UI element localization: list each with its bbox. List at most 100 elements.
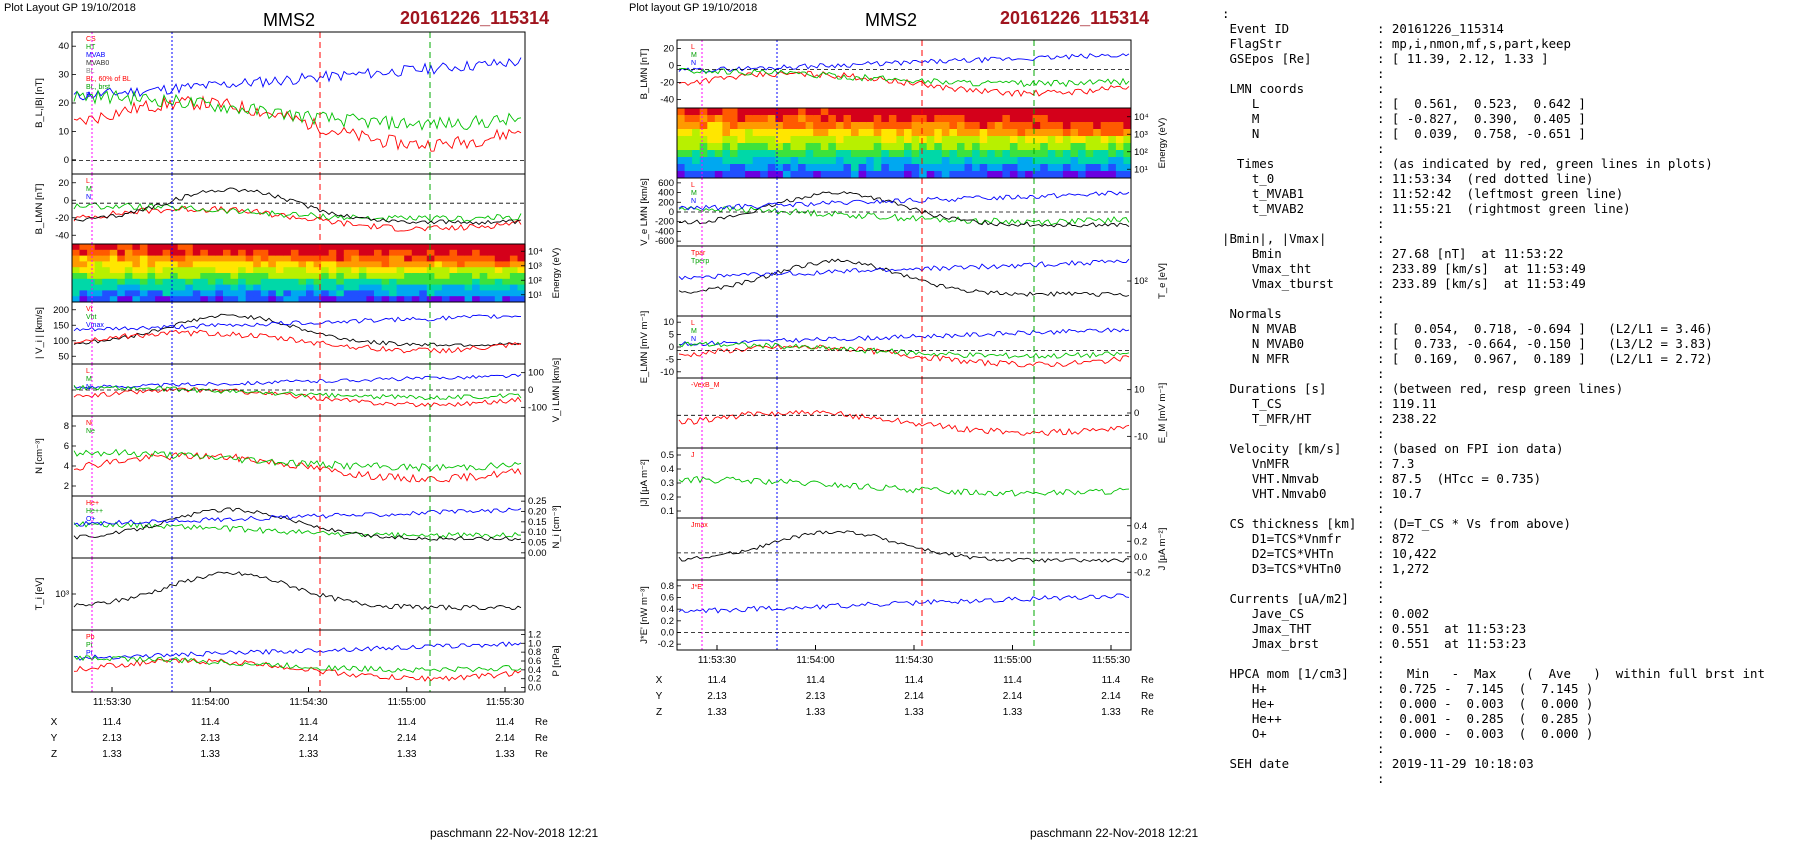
info-row: L: [ 0.561, 0.523, 0.642 ] <box>1222 96 1802 111</box>
info-row: : <box>1222 6 1802 21</box>
position-value: 2.13 <box>707 691 727 702</box>
y-tick-label: 0.1 <box>661 506 674 517</box>
x-tick-label: 11:54:00 <box>191 697 230 708</box>
position-value: 1.33 <box>806 707 826 718</box>
y-tick-label: 0 <box>64 195 69 206</box>
trace-MVAB <box>73 89 522 131</box>
legend-entry: Vht <box>86 314 97 321</box>
info-row: HPCA mom [1/cm3]: Min - Max ( Ave ) with… <box>1222 666 1802 681</box>
info-row: Normals: <box>1222 306 1802 321</box>
trace-Tperp <box>678 258 1130 281</box>
info-key: Vmax_tht <box>1222 261 1312 276</box>
position-value: 1.33 <box>299 749 319 760</box>
position-value: 2.14 <box>904 691 924 702</box>
info-key: D2=TCS*VHTn <box>1222 546 1334 561</box>
y-tick-label: -40 <box>55 230 69 241</box>
info-value: : 872 <box>1377 531 1415 546</box>
position-unit: Re <box>1141 675 1154 686</box>
info-value: : <box>1377 306 1385 321</box>
position-value: 11.4 <box>806 675 825 686</box>
x-tick-label: 11:53:30 <box>93 697 132 708</box>
panel-frame <box>71 629 526 693</box>
position-value: 1.33 <box>495 749 515 760</box>
panel-Nhpca: He+He++O+ 0.000.050.100.150.200.25 N_i [cm… <box>71 495 562 559</box>
trace-Pt <box>73 655 522 673</box>
info-row: : <box>1222 426 1802 441</box>
y-tick-label: 4 <box>64 461 69 472</box>
trace-N <box>678 67 1130 88</box>
panel-frame <box>676 447 1132 519</box>
position-value: 1.33 <box>201 749 221 760</box>
info-key: FlagStr <box>1222 36 1282 51</box>
trace-Vi <box>73 313 522 347</box>
info-row: T_MFR/HT: 238.22 <box>1222 411 1802 426</box>
position-value: 11.4 <box>1003 675 1022 686</box>
info-key: VHT.Nmvab <box>1222 471 1319 486</box>
y-tick-label: 2 <box>64 481 69 492</box>
y-tick-label: -0.2 <box>658 639 674 650</box>
info-key: Durations [s] <box>1222 381 1327 396</box>
trace-He++ <box>73 507 522 542</box>
position-unit: Re <box>535 733 548 744</box>
info-key: Times <box>1222 156 1275 171</box>
y-tick-label: 0.2 <box>528 674 541 685</box>
trace-N <box>678 190 1130 211</box>
info-value: : <box>1377 576 1385 591</box>
event-title: 20161226_115314 <box>1000 8 1150 28</box>
y-axis-label: J*E' [nW m⁻³] <box>639 586 650 644</box>
y-tick-label: 0.5 <box>661 450 674 461</box>
y-tick-label: 8 <box>64 421 69 432</box>
y-tick-label: -10 <box>660 367 674 378</box>
y-tick-label: 0.3 <box>661 478 674 489</box>
y-axis-label: | V_i | [km/s] <box>34 307 45 359</box>
y-tick-label: 0.25 <box>528 496 547 507</box>
panel-J: J 0.1 0.2 0.3 0.4 0.5 |J| [μA m⁻²] <box>639 447 1132 519</box>
info-row: Vmax_tht: 233.89 [km/s] at 11:53:49 <box>1222 261 1802 276</box>
trace-M <box>73 387 522 408</box>
y-axis-label: Energy (eV) <box>551 248 562 299</box>
trace-M <box>73 202 522 223</box>
trace-L <box>678 53 1130 73</box>
info-value: : 0.000 - 0.003 ( 0.000 ) <box>1377 726 1594 741</box>
info-key: |Bmin|, |Vmax| <box>1222 231 1327 246</box>
info-row: M: [ -0.827, 0.390, 0.405 ] <box>1222 111 1802 126</box>
y-tick-label: -200 <box>655 217 674 228</box>
panel-frame <box>676 315 1132 379</box>
y-axis-label: T_i [eV] <box>34 578 45 611</box>
legend-entry: M <box>86 186 92 193</box>
panel-Ti: 10³ T_i [eV] <box>34 557 526 631</box>
y-tick-label: -0.2 <box>1134 567 1150 578</box>
info-row: FlagStr: mp,i,nmon,mf,s,part,keep <box>1222 36 1802 51</box>
info-value: : <box>1377 426 1385 441</box>
info-row: : <box>1222 576 1802 591</box>
position-value: 2.14 <box>1101 691 1121 702</box>
info-row: : <box>1222 771 1802 786</box>
info-value: : 0.551 at 11:53:23 <box>1377 636 1527 651</box>
position-value: 1.33 <box>1101 707 1121 718</box>
info-value: : 11:52:42 (leftmost green line) <box>1377 186 1624 201</box>
y-axis-label: Energy (eV) <box>1157 118 1168 169</box>
legend-entry: M <box>691 52 697 59</box>
y-tick-label: 0.8 <box>528 647 541 658</box>
legend-entry: -VexB_M <box>691 382 720 389</box>
position-value: 1.33 <box>904 707 924 718</box>
footer-signature: paschmann 22-Nov-2018 12:21 <box>1030 826 1199 840</box>
spacecraft-title: MMS2 <box>263 10 316 30</box>
info-row: D1=TCS*Vnmfr : 872 <box>1222 531 1802 546</box>
info-key: N MFR <box>1222 351 1290 366</box>
y-tick-label: 0.6 <box>528 656 541 667</box>
position-value: 2.13 <box>102 733 122 744</box>
y-tick-label: 10⁴ <box>528 246 543 257</box>
y-axis-label: T_e [eV] <box>1157 263 1168 299</box>
info-row: N: [ 0.039, 0.758, -0.651 ] <box>1222 126 1802 141</box>
info-value: : 0.001 - 0.285 ( 0.285 ) <box>1377 711 1594 726</box>
trace-M <box>678 70 1130 98</box>
info-row: Jave_CS: 0.002 <box>1222 606 1802 621</box>
info-key: D1=TCS*Vnmfr <box>1222 531 1342 546</box>
position-value: 1.33 <box>102 749 122 760</box>
trace-J*E' <box>678 593 1130 614</box>
panel-Ee: 10¹ 10² 10³ 10⁴ Energy (eV) <box>676 107 1168 179</box>
trace-line <box>73 571 522 611</box>
